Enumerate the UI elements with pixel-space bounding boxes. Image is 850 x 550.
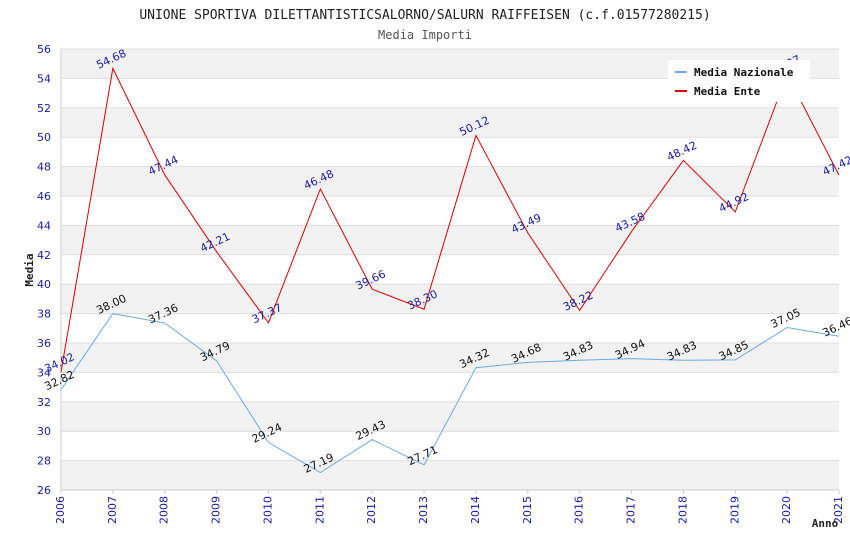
y-tick-label: 32 xyxy=(37,396,51,409)
y-tick-label: 56 xyxy=(37,43,51,56)
grid-band xyxy=(61,225,839,255)
x-tick-label: 2009 xyxy=(210,496,223,524)
y-tick-label: 34 xyxy=(37,366,51,379)
y-tick-label: 36 xyxy=(37,337,51,350)
y-tick-label: 44 xyxy=(37,219,51,232)
x-tick-label: 2016 xyxy=(573,496,586,524)
chart-subtitle: Media Importi xyxy=(378,28,472,42)
y-tick-label: 30 xyxy=(37,425,51,438)
legend-label: Media Ente xyxy=(694,85,761,98)
y-tick-label: 42 xyxy=(37,249,51,262)
plot-area xyxy=(60,48,839,491)
y-axis-label: Media xyxy=(23,253,36,286)
series-line-media-ente xyxy=(60,66,840,373)
x-tick-label: 2021 xyxy=(832,496,845,524)
x-tick-label: 2007 xyxy=(106,496,119,524)
y-tick-label: 52 xyxy=(37,102,51,115)
x-tick-label: 2018 xyxy=(676,496,689,524)
data-label: 48.42 xyxy=(665,139,699,164)
x-tick-label: 2008 xyxy=(158,496,171,524)
x-tick-label: 2012 xyxy=(365,496,378,524)
y-axis: 26 28 30 32 34 36 38 40 42 44 46 48 50 52 54 56 xyxy=(37,43,51,497)
x-axis: 2006 2007 2008 2009 2010 2011 2012 2013 2014 2015… xyxy=(54,490,845,524)
chart-title: UNIONE SPORTIVA DILETTANTISTICSALORNO/SA… xyxy=(139,8,710,23)
x-tick-label: 2020 xyxy=(780,496,793,524)
y-tick-label: 54 xyxy=(37,72,51,85)
grid-band xyxy=(61,343,839,373)
x-tick-label: 2006 xyxy=(54,496,67,524)
grid-band xyxy=(61,284,839,314)
x-tick-label: 2013 xyxy=(417,496,430,524)
x-axis-label: Anno xyxy=(812,517,839,530)
y-tick-label: 26 xyxy=(37,484,51,497)
y-tick-label: 38 xyxy=(37,308,51,321)
series-lines xyxy=(60,66,840,474)
grid-band xyxy=(61,460,839,490)
series-line-media-nazionale xyxy=(60,313,840,474)
legend-box xyxy=(668,60,810,102)
y-tick-label: 28 xyxy=(37,455,51,468)
grid-band xyxy=(61,166,839,196)
y-tick-label: 48 xyxy=(37,161,51,174)
y-tick-label: 40 xyxy=(37,278,51,291)
grid-band xyxy=(61,107,839,138)
x-tick-label: 2011 xyxy=(313,496,326,524)
x-tick-label: 2014 xyxy=(469,496,482,524)
x-tick-label: 2015 xyxy=(521,496,534,524)
legend: Media Nazionale Media Ente xyxy=(668,60,810,102)
x-tick-label: 2017 xyxy=(625,496,638,524)
y-tick-label: 50 xyxy=(37,131,51,144)
x-tick-label: 2019 xyxy=(728,496,741,524)
x-tick-label: 2010 xyxy=(261,496,274,524)
y-tick-label: 46 xyxy=(37,190,51,203)
legend-label: Media Nazionale xyxy=(694,66,794,79)
